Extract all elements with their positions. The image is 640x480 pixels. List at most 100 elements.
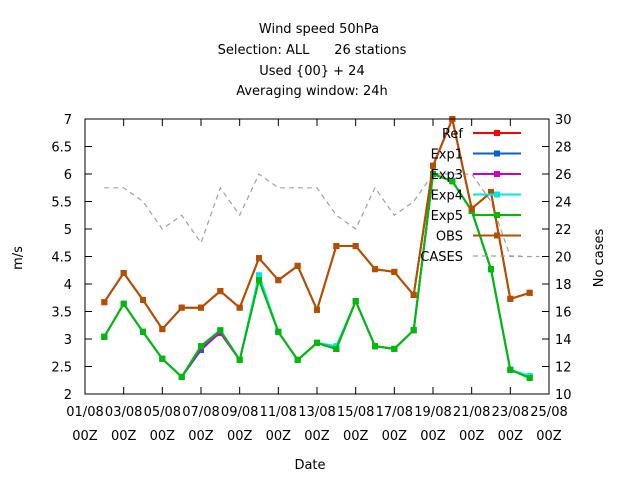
data-point [507,295,514,302]
series-line [103,172,531,379]
data-series [101,115,533,382]
axis-ticks: 2 2.5 3 3.5 4 4.5 5 5.5 6 6.5 7 10 12 14 16 18 20 22 24 26 2… [51,113,571,444]
data-point [256,255,262,262]
y2-axis-label: No cases [592,229,607,288]
data-point [430,171,436,177]
legend-marker [494,150,500,157]
series-line [103,115,530,331]
legend-marker [494,212,500,218]
data-point [178,373,185,380]
y2-tick-label: 16 [555,306,572,321]
x-tick-label: 15/08 [337,405,374,420]
x-tick-label: 13/08 [298,405,335,420]
y-tick-label: 2.5 [51,361,72,376]
data-point [101,333,108,340]
title-line-3: Used {00} + 24 [259,64,364,79]
x-tick-label-time: 00Z [304,429,330,444]
data-point [488,189,494,196]
x-tick-label: 21/08 [453,405,490,420]
data-point [275,328,282,335]
x-tick-label: 19/08 [414,405,451,420]
data-point [410,327,417,334]
legend-label: Exp4 [431,189,463,204]
data-point [140,296,146,303]
x-tick-label-time: 00Z [420,429,446,444]
x-tick-label-time: 00Z [188,429,214,444]
data-point [391,345,398,352]
series-line [103,172,531,380]
x-tick-label: 09/08 [221,405,258,420]
data-point [217,288,224,295]
legend-marker [494,191,500,198]
data-point [294,262,301,269]
data-point [294,356,301,363]
data-point [391,268,398,275]
data-point [159,326,166,333]
data-point [526,289,533,296]
data-point [101,299,108,306]
chart-title: Wind speed 50hPa Selection: ALL 26 stati… [218,22,407,99]
x-tick-label: 25/08 [530,405,567,420]
x-tick-label: 03/08 [105,405,142,420]
data-point [372,266,378,273]
y-tick-label: 6 [64,168,72,183]
y-tick-label: 3 [64,333,72,348]
data-point [352,243,359,250]
series-exp3 [101,171,533,380]
series-obs [101,115,533,333]
plot-frame [84,118,550,395]
x-tick-label: 07/08 [182,405,219,420]
y-tick-label: 5.5 [51,196,72,211]
title-line-2: Selection: ALL 26 stations [218,43,407,58]
series-exp5 [101,171,533,382]
y-tick-label: 4 [64,278,72,293]
data-point [198,343,204,350]
data-point [488,266,494,273]
data-point [198,304,204,311]
cases-line [104,173,540,258]
legend-label: OBS [436,230,463,245]
series-line [103,172,530,379]
title-line-4: Averaging window: 24h [236,84,388,99]
x-tick-label-time: 00Z [150,429,176,444]
data-point [178,304,185,311]
x-tick-label-time: 00Z [227,429,253,444]
y2-tick-label: 22 [555,223,572,238]
data-point [449,178,456,185]
x-tick-label-time: 00Z [72,429,98,444]
x-tick-label: 17/08 [376,405,413,420]
data-point [236,304,243,311]
x-tick-label: 23/08 [492,405,529,420]
x-tick-label-time: 00Z [111,429,137,444]
legend-label: Exp5 [431,209,463,224]
y-axis-label: m/s [11,246,26,270]
x-tick-label: 01/08 [66,405,103,420]
data-point [314,306,320,313]
y2-tick-label: 30 [555,113,572,128]
legend-marker [494,232,500,239]
data-point [372,343,378,350]
x-tick-label-time: 00Z [266,429,292,444]
y2-tick-label: 20 [555,251,572,266]
legend: Ref Exp1 Exp3 Exp4 Exp5 OBS CASES [420,127,521,265]
legend-label: Exp1 [431,148,463,163]
data-point [120,270,127,276]
y2-tick-label: 26 [555,168,572,183]
x-tick-label-time: 00Z [382,429,408,444]
data-point [352,298,359,305]
y2-tick-label: 24 [555,196,572,211]
data-point [256,272,262,279]
legend-label: Ref [442,127,463,142]
legend-label: Exp3 [431,168,463,183]
data-point [159,355,166,362]
data-point [140,328,146,335]
data-point [468,205,475,212]
x-tick-label-time: 00Z [343,429,369,444]
data-point [217,327,224,334]
y-tick-label: 7 [64,113,72,128]
data-point [430,162,436,169]
y-tick-label: 5 [64,223,72,238]
data-point [275,277,282,284]
data-point [507,366,514,373]
